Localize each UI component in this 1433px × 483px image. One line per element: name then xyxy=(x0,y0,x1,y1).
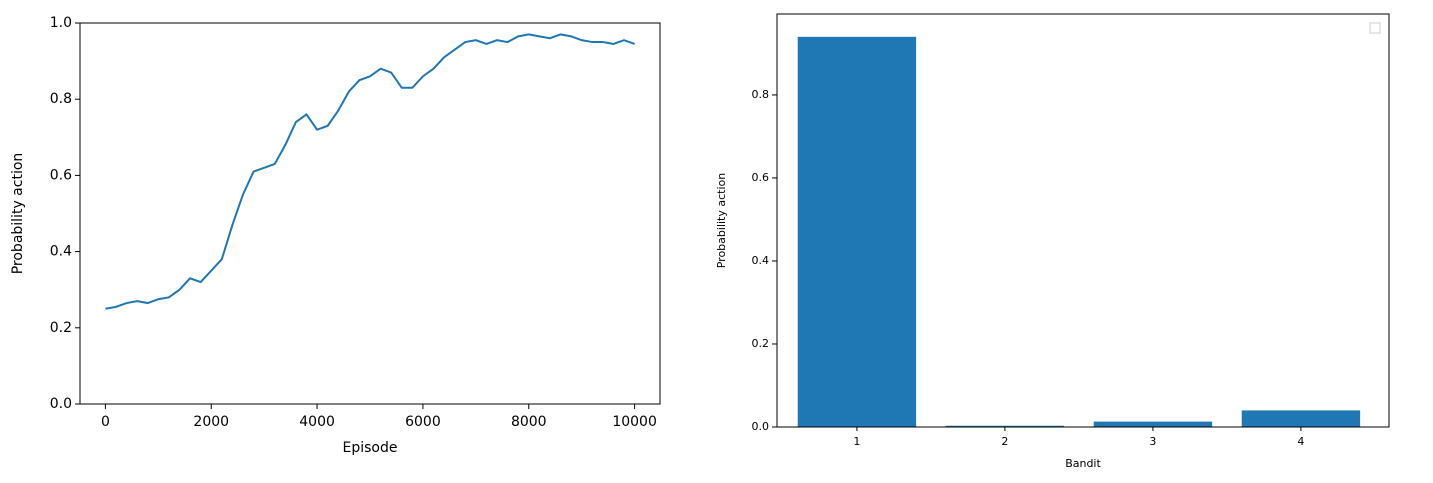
y-tick-label: 0.0 xyxy=(752,420,770,433)
x-tick-label: 6000 xyxy=(405,414,441,430)
legend-box xyxy=(1369,22,1381,34)
x-tick-label: 2000 xyxy=(193,414,229,430)
y-axis-label: Probability action xyxy=(715,173,728,269)
y-tick-label: 0.8 xyxy=(50,91,72,107)
y-tick-label: 0.6 xyxy=(50,167,72,183)
y-tick-label: 0.2 xyxy=(752,337,770,350)
bar xyxy=(1241,410,1361,427)
x-axis-label: Episode xyxy=(343,440,398,456)
y-tick-label: 0.2 xyxy=(50,320,72,336)
y-tick-label: 0.0 xyxy=(50,396,72,412)
x-tick-label: 3 xyxy=(1149,435,1156,448)
x-tick-label: 10000 xyxy=(612,414,657,430)
y-axis-label: Probability action xyxy=(10,153,26,275)
y-tick-label: 0.4 xyxy=(752,254,770,267)
y-tick-label: 0.8 xyxy=(752,88,770,101)
x-tick-label: 0 xyxy=(101,414,110,430)
x-tick-label: 8000 xyxy=(511,414,547,430)
bar xyxy=(945,425,1065,427)
y-tick-label: 1.0 xyxy=(50,15,72,31)
x-tick-label: 4000 xyxy=(299,414,335,430)
x-tick-label: 2 xyxy=(1001,435,1008,448)
x-tick-label: 4 xyxy=(1297,435,1304,448)
y-tick-label: 0.6 xyxy=(752,171,770,184)
line xyxy=(105,33,635,310)
y-tick-label: 0.4 xyxy=(50,244,72,260)
bar xyxy=(1093,421,1213,427)
x-axis-label: Bandit xyxy=(1065,457,1101,470)
plot-frame xyxy=(79,22,661,405)
bar xyxy=(797,36,917,427)
x-tick-label: 1 xyxy=(853,435,860,448)
plot-frame xyxy=(776,13,1390,428)
